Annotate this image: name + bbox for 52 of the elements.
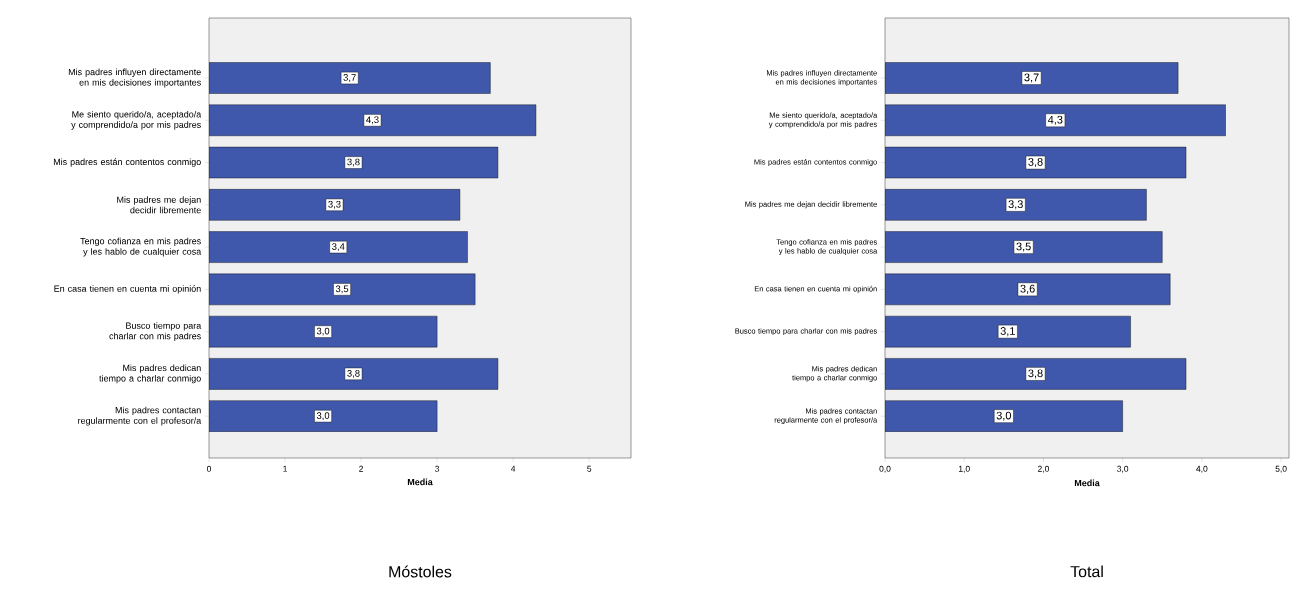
- x-tick-label: 4: [510, 465, 516, 472]
- bar: [209, 104, 537, 136]
- y-tick-label: Me siento querido/a, aceptado/a y comprendido/a por mis padres: [71, 110, 202, 130]
- data-label: 3,5: [335, 285, 349, 294]
- data-label: 3,1: [1000, 327, 1015, 337]
- x-tick-label: 0: [206, 465, 212, 472]
- text: Móstoles: [389, 565, 452, 578]
- data-label: 4,3: [1047, 115, 1063, 125]
- y-tick-label: En casa tienen en cuenta mi opinión: [54, 285, 201, 294]
- bar: [209, 62, 491, 94]
- text: Total: [1070, 565, 1103, 578]
- x-tick-label: 1,0: [958, 465, 970, 473]
- y-tick-label: Mis padres me dejan decidir libremente: [117, 196, 201, 214]
- x-tick-label: 5: [587, 465, 592, 472]
- y-tick-label: Tengo cofianza en mis padres y les hablo de cualquier cosa: [80, 237, 202, 257]
- y-tick-label: Mis padres influyen directamente en mis decisiones importantes: [68, 68, 201, 88]
- bar: [209, 315, 438, 348]
- y-tick-label: Mis padres dedican tiempo a charlar conmigo: [99, 364, 201, 384]
- x-axis-title: Media: [1074, 479, 1100, 487]
- x-tick-label: 5,0: [1275, 465, 1287, 473]
- x-tick-label: 3: [435, 465, 440, 472]
- data-label: 3,8: [347, 369, 360, 378]
- y-tick-label: Mis padres contactan regularmente con el profesor/a: [78, 406, 202, 426]
- bar: [209, 273, 476, 306]
- data-label: 3,7: [343, 74, 356, 82]
- data-label: 3,3: [328, 200, 341, 209]
- x-tick-label: 1: [283, 465, 287, 472]
- data-label: 3,7: [1024, 73, 1039, 83]
- y-tick-label: Busco tiempo para charlar con mis padres: [109, 322, 202, 342]
- x-tick-label: 2: [359, 465, 363, 472]
- data-label: 3,0: [996, 411, 1012, 421]
- data-label: 3,0: [316, 412, 330, 421]
- data-label: 3,8: [1028, 158, 1043, 168]
- bar: [209, 400, 438, 432]
- bar: [209, 189, 461, 221]
- y-tick-label: Mis padres están contentos conmigo: [53, 158, 201, 167]
- x-tick-label: 2,0: [1037, 465, 1049, 473]
- x-tick-label: 0,0: [879, 465, 891, 473]
- data-label: 3,4: [332, 243, 345, 252]
- data-label: 3,8: [347, 158, 360, 167]
- data-label: 4,3: [366, 116, 379, 125]
- data-label: 3,5: [1016, 242, 1031, 252]
- data-label: 3,0: [316, 327, 330, 336]
- data-label: 3,3: [1008, 200, 1023, 210]
- bar: [209, 146, 499, 179]
- data-label: 3,8: [1028, 369, 1043, 379]
- x-tick-label: 4,0: [1196, 465, 1208, 473]
- bar: [209, 358, 499, 390]
- data-label: 3,6: [1020, 284, 1035, 294]
- x-tick-label: 3,0: [1117, 465, 1129, 473]
- x-axis-title: Media: [407, 478, 433, 486]
- bar: [209, 231, 468, 263]
